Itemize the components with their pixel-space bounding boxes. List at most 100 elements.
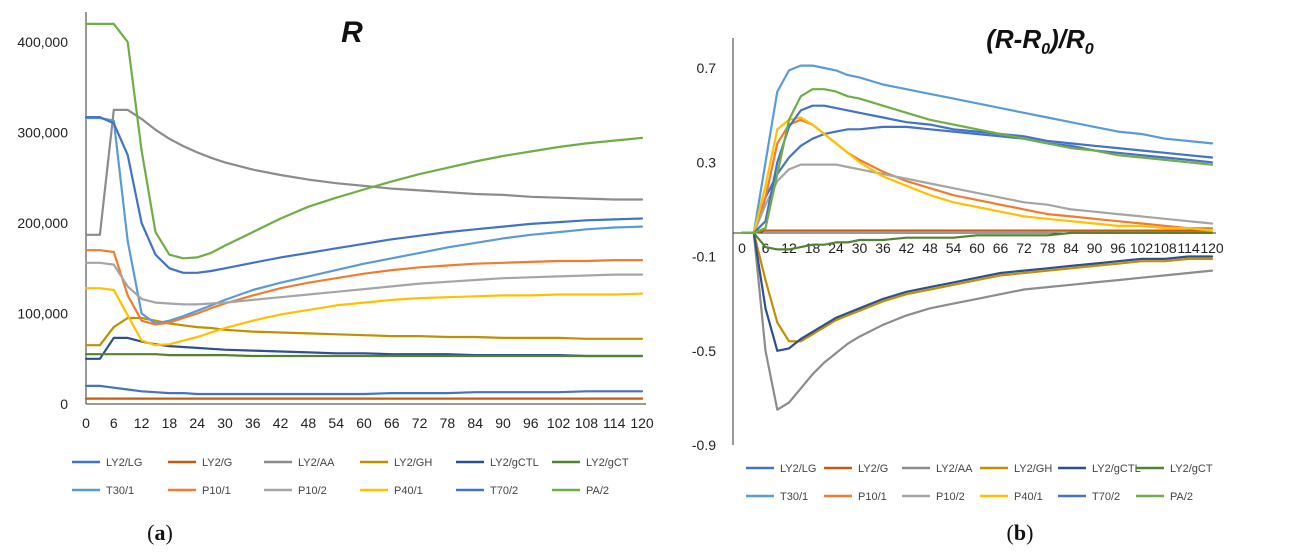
x-tick-label: 42	[273, 415, 289, 431]
legend-label: P40/1	[394, 485, 423, 497]
x-tick-label: 72	[412, 415, 428, 431]
chart-title-subscript: 0	[1085, 40, 1094, 58]
chart-title-part: (R-R	[986, 24, 1041, 54]
series-line-ly2-gh	[84, 316, 644, 347]
series-line-t70-2	[740, 104, 1214, 234]
legend-label: LY2/AA	[298, 457, 335, 469]
legend-label: LY2/G	[858, 463, 888, 475]
y-tick-label: 100,000	[17, 306, 68, 322]
x-tick-label: 108	[575, 415, 599, 431]
series-line-t70-2	[84, 115, 644, 274]
x-tick-label: 54	[328, 415, 344, 431]
x-tick-label: 78	[440, 415, 456, 431]
series-line-ly2-lg	[740, 125, 1214, 234]
series-line-ly2-gct	[84, 353, 644, 358]
legend-label: LY2/G	[202, 457, 232, 469]
legend-label: LY2/gCT	[586, 457, 629, 469]
x-tick-label: 30	[852, 240, 868, 256]
series-line-p10-1	[84, 249, 644, 326]
panel-caption-paren: )	[1026, 520, 1033, 545]
series-line-p40-1	[740, 116, 1214, 234]
series-line-p40-1	[84, 287, 644, 347]
legend-item: LY2/AA	[264, 457, 335, 469]
series-line-t30-1	[84, 116, 644, 325]
x-tick-label: 60	[356, 415, 372, 431]
x-tick-label: 108	[1153, 240, 1177, 256]
legend-label: LY2/LG	[106, 457, 143, 469]
y-tick-label: 300,000	[17, 125, 68, 141]
legend-item: P10/2	[264, 485, 327, 497]
x-tick-label: 78	[1040, 240, 1056, 256]
x-tick-label: 18	[805, 240, 821, 256]
x-tick-label: 72	[1016, 240, 1032, 256]
series-line-ly2-gct	[740, 231, 1214, 251]
x-tick-label: 96	[523, 415, 539, 431]
series-line-ly2-g	[740, 229, 1214, 234]
legend-item: LY2/LG	[746, 463, 817, 475]
series-line-pa-2	[84, 22, 644, 260]
x-tick-label: 24	[189, 415, 205, 431]
x-tick-label: 114	[603, 415, 626, 431]
y-tick-label: 0.3	[697, 154, 717, 170]
legend-item: LY2/LG	[72, 457, 143, 469]
legend-item: LY2/gCTL	[1058, 463, 1141, 475]
legend-item: LY2/AA	[902, 463, 973, 475]
x-tick-label: 120	[630, 415, 654, 431]
legend-item: T70/2	[1058, 491, 1120, 503]
legend-item: PA/2	[552, 485, 609, 497]
series-line-ly2-lg	[84, 384, 644, 396]
legend-label: T70/2	[490, 485, 518, 497]
x-tick-label: 66	[993, 240, 1009, 256]
legend-label: P40/1	[1014, 491, 1043, 503]
x-tick-label: 54	[946, 240, 962, 256]
x-tick-label: 48	[301, 415, 317, 431]
legend-label: P10/1	[858, 491, 887, 503]
legend-item: T70/2	[456, 485, 518, 497]
legend-label: LY2/GH	[394, 457, 432, 469]
legend-item: LY2/gCT	[552, 457, 629, 469]
legend-item: T30/1	[72, 485, 134, 497]
panel-caption-paren: (	[1007, 520, 1014, 545]
chart-title-part: )/R	[1047, 24, 1085, 54]
panel-caption: (b)	[1007, 520, 1034, 545]
x-tick-label: 102	[547, 415, 571, 431]
legend-item: P10/2	[902, 491, 965, 503]
x-tick-label: 30	[217, 415, 233, 431]
legend-label: P10/1	[202, 485, 231, 497]
x-tick-label: 48	[922, 240, 938, 256]
legend-label: LY2/gCTL	[1092, 463, 1141, 475]
series-line-p10-2	[740, 163, 1214, 234]
legend-item: P10/1	[168, 485, 231, 497]
legend-label: LY2/AA	[936, 463, 973, 475]
x-tick-label: 96	[1110, 240, 1126, 256]
series-line-ly2-aa	[84, 108, 644, 236]
panel-caption-paren: (	[147, 520, 154, 545]
legend-label: P10/2	[936, 491, 965, 503]
x-tick-label: 102	[1130, 240, 1154, 256]
x-tick-label: 60	[969, 240, 985, 256]
chart-title: (R-R0)/R0	[986, 24, 1094, 58]
x-tick-label: 36	[245, 415, 261, 431]
x-tick-label: 12	[134, 415, 150, 431]
series-line-ly2-aa	[740, 231, 1214, 411]
legend-label: T30/1	[106, 485, 134, 497]
y-tick-label: -0.9	[692, 437, 716, 453]
legend-item: LY2/GH	[360, 457, 432, 469]
x-tick-label: 0	[82, 415, 90, 431]
legend-item: P10/1	[824, 491, 887, 503]
x-tick-label: 6	[110, 415, 118, 431]
series-line-ly2-gctl	[740, 231, 1214, 352]
series-line-t30-1	[740, 64, 1214, 234]
y-tick-label: 400,000	[17, 34, 68, 50]
x-tick-label: 12	[781, 240, 797, 256]
panel-caption-letter: a	[155, 520, 166, 545]
y-tick-label: 0	[60, 396, 68, 412]
x-tick-label: 66	[384, 415, 400, 431]
legend-label: T70/2	[1092, 491, 1120, 503]
legend-item: LY2/G	[168, 457, 232, 469]
panel-caption-paren: )	[166, 520, 173, 545]
legend-label: LY2/GH	[1014, 463, 1052, 475]
legend-item: LY2/gCT	[1136, 463, 1213, 475]
legend-item: P40/1	[360, 485, 423, 497]
